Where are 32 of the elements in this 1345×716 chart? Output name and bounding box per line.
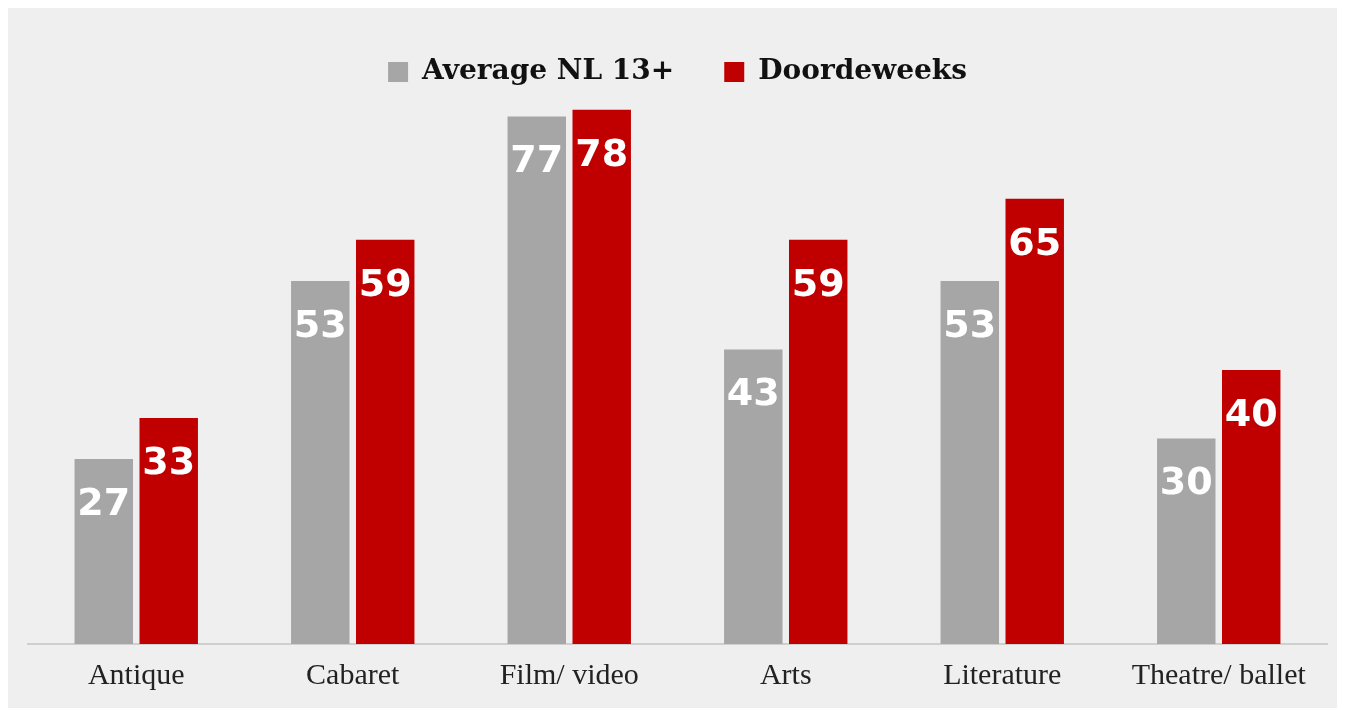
bar xyxy=(1222,370,1281,644)
x-tick-label: Literature xyxy=(943,656,1062,690)
data-label: 27 xyxy=(77,479,131,524)
legend-label: Doordeweeks xyxy=(758,53,967,87)
data-label: 43 xyxy=(726,370,780,415)
bar xyxy=(724,349,783,644)
data-label: 33 xyxy=(142,438,196,483)
bar xyxy=(356,239,415,644)
data-label: 40 xyxy=(1224,390,1278,435)
x-tick-label: Arts xyxy=(759,656,812,690)
x-tick-label: Film/ video xyxy=(499,656,639,690)
data-label: 53 xyxy=(293,301,347,346)
bar xyxy=(139,417,198,644)
bar xyxy=(1005,198,1064,644)
bar xyxy=(291,280,350,644)
bar xyxy=(74,459,133,644)
data-label: 59 xyxy=(791,260,845,305)
bar xyxy=(1157,438,1216,644)
bar xyxy=(572,109,631,644)
data-label: 78 xyxy=(575,130,629,175)
x-tick-label: Theatre/ ballet xyxy=(1131,656,1307,690)
data-label: 77 xyxy=(510,137,564,182)
data-label: 53 xyxy=(943,301,997,346)
bar xyxy=(789,239,848,644)
data-label: 65 xyxy=(1008,219,1062,264)
bar xyxy=(507,116,566,644)
bar xyxy=(940,280,999,644)
x-tick-label: Cabaret xyxy=(306,656,401,690)
data-label: 59 xyxy=(358,260,412,305)
data-label: 30 xyxy=(1159,459,1213,504)
x-tick-label: Antique xyxy=(87,656,185,690)
legend-label: Average NL 13+ xyxy=(421,53,675,87)
